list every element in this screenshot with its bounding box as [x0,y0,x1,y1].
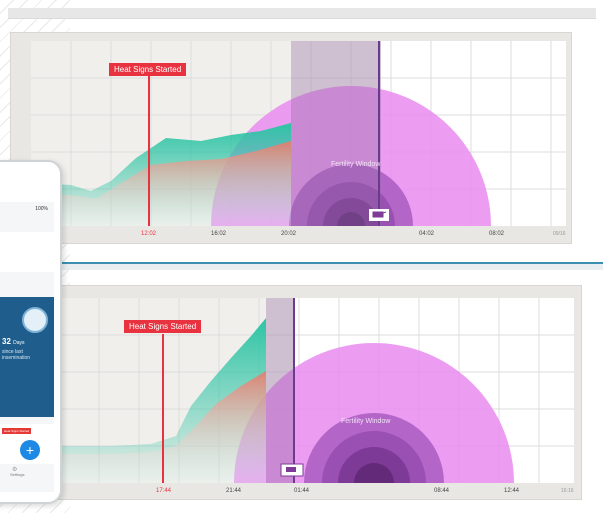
insemination-icon [22,307,48,333]
fertility-label-top: Fertility Window [331,161,381,168]
x-tick: 04:02 [419,231,435,237]
x-tick: 08:02 [489,231,505,237]
phone-screen: 100% 32 Days since last insemination Hea… [0,202,54,492]
phone-card [0,232,54,272]
cow-icon [372,211,387,218]
x-tick: 09/16 [553,231,566,237]
add-button[interactable]: + [20,440,40,460]
x-tick: 01:44 [294,488,310,494]
days-count: 32 Days [2,337,25,346]
heat-label-top: Heat Signs Started [109,63,187,76]
heat-label-text: Heat Signs Started [129,322,197,331]
heat-label-text: Heat Signs Started [114,65,182,74]
gear-icon[interactable]: ⚙ [12,467,18,473]
phone-mockup: 100% 32 Days since last insemination Hea… [0,160,62,504]
divider-line [0,262,603,264]
settings-nav-label[interactable]: Settings [10,472,25,477]
x-tick: 12:44 [504,488,520,494]
x-tick: 20:02 [281,231,297,237]
rumination-area [31,141,291,226]
heat-chart-bottom-svg [59,298,574,483]
x-tick: 17:44 [156,488,172,494]
x-tick: 12:02 [141,231,157,237]
x-tick: 16:16 [561,488,574,494]
fertility-window-ring [354,463,394,483]
heat-label-bottom: Heat Signs Started [124,320,202,333]
window-overlay [291,41,381,226]
cow-icon [286,467,296,472]
heat-chart-top: Heat Signs Started Fertility Window 12:0… [10,32,572,244]
fertility-label-bottom: Fertility Window [341,418,391,425]
window-overlay [266,298,294,483]
rumination-area [59,371,266,483]
days-value: 32 [2,337,11,346]
battery-status: 100% [35,206,48,212]
x-tick: 21:44 [226,488,242,494]
days-caption: since last insemination [2,349,31,361]
days-unit: Days [13,340,25,346]
x-tick: 08:44 [434,488,450,494]
mini-heat-label: Heat Signs Started [2,428,32,434]
x-tick: 16:02 [211,231,227,237]
heat-chart-top-svg [31,41,566,226]
divider-band [0,264,603,270]
phone-days-panel: 32 Days since last insemination [0,297,54,417]
top-bar [8,8,596,19]
heat-chart-bottom: Heat Signs Started Fertility Window 17:4… [50,285,582,500]
fertility-window-ring [337,212,365,226]
